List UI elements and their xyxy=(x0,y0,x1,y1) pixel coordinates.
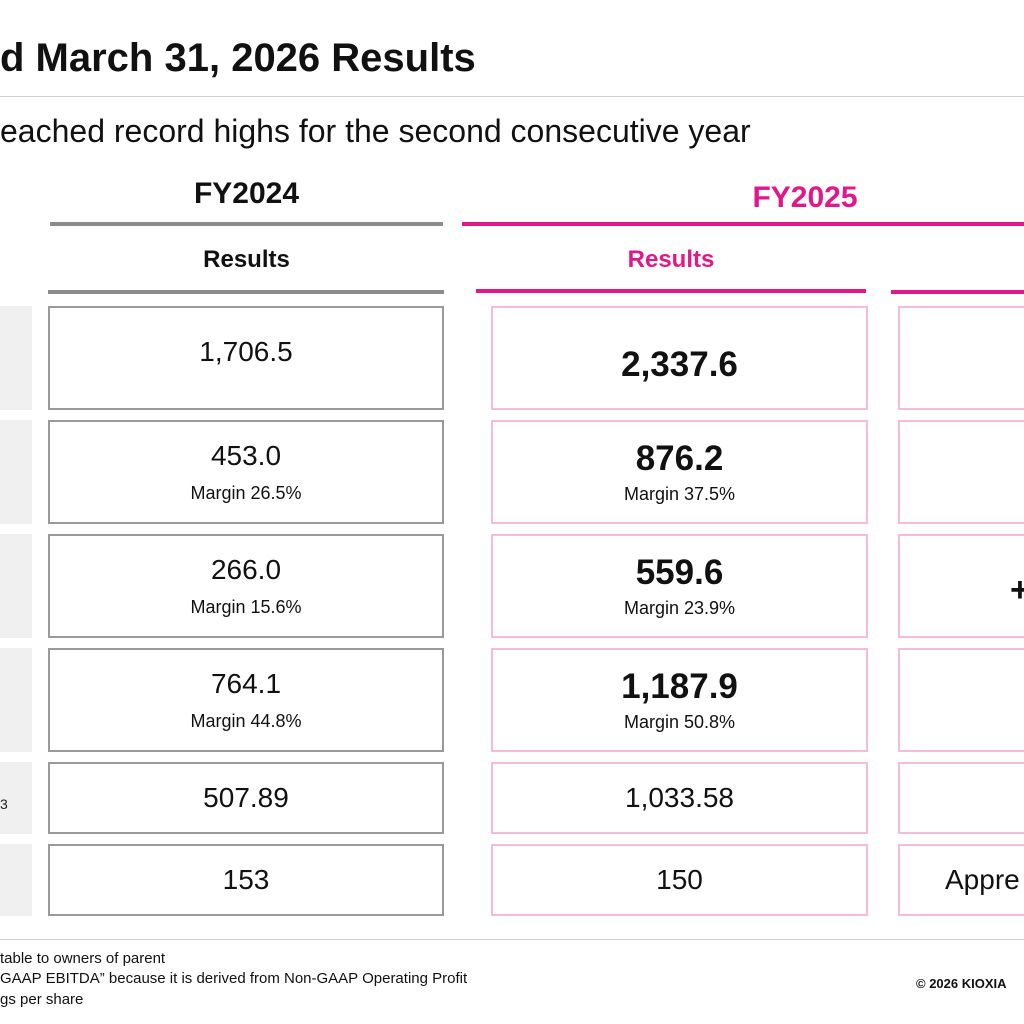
footnote-2: GAAP EBITDA” because it is derived from … xyxy=(0,970,468,987)
fy2024-cell: 153 xyxy=(48,844,444,916)
fy2025-cell: 559.6 Margin 23.9% xyxy=(491,534,868,638)
fy2024-value: 507.89 xyxy=(203,782,289,813)
third-column-cell xyxy=(898,762,1024,834)
fy2024-results-rule xyxy=(48,290,444,294)
third-column-cell: Appre xyxy=(898,844,1024,916)
third-column-cell xyxy=(898,648,1024,752)
fy2024-header: FY2024 xyxy=(193,177,300,210)
row-label-cell xyxy=(0,648,32,752)
row-label-cell xyxy=(0,762,32,834)
fy2025-value: 150 xyxy=(656,864,703,895)
fy2025-margin: Margin 23.9% xyxy=(623,598,736,618)
fy2024-cell: 453.0 Margin 26.5% xyxy=(48,420,444,524)
fy2024-value: 764.1 xyxy=(210,668,282,699)
fy2025-margin: Margin 37.5% xyxy=(623,484,736,504)
fy2024-value: 153 xyxy=(222,864,270,895)
fy2025-value: 2,337.6 xyxy=(621,345,738,384)
footnote-marker: 3 xyxy=(0,796,8,812)
fy2025-cell: 876.2 Margin 37.5% xyxy=(491,420,868,524)
fy2025-cell: 2,337.6 xyxy=(491,306,868,410)
row-label-cell xyxy=(0,534,32,638)
fy2025-results-rule xyxy=(476,289,866,293)
third-column-rule xyxy=(891,290,1024,294)
fy2024-margin: Margin 44.8% xyxy=(190,711,302,731)
third-column-cell xyxy=(898,306,1024,410)
fy2024-value: 1,706.5 xyxy=(199,336,293,367)
fy2024-margin: Margin 15.6% xyxy=(190,597,302,617)
fy2025-value: 559.6 xyxy=(635,553,724,592)
fy2025-results-header: Results xyxy=(627,246,715,273)
fy2024-cell: 266.0 Margin 15.6% xyxy=(48,534,444,638)
row-label-cell xyxy=(0,306,32,410)
fy2024-header-rule xyxy=(50,222,443,226)
row-label-cell xyxy=(0,420,32,524)
page-title: d March 31, 2026 Results xyxy=(0,36,476,80)
third-column-cell: + xyxy=(898,534,1024,638)
fy2024-value: 266.0 xyxy=(210,554,282,585)
fy2025-header-rule xyxy=(462,222,1024,226)
page-subtitle: eached record highs for the second conse… xyxy=(0,113,751,149)
fy2024-cell: 764.1 Margin 44.8% xyxy=(48,648,444,752)
fy2024-value: 453.0 xyxy=(210,440,282,471)
fy2024-margin: Margin 26.5% xyxy=(190,483,302,503)
title-divider xyxy=(0,96,1024,97)
fy2025-header: FY2025 xyxy=(752,181,858,214)
fy2025-value: 1,187.9 xyxy=(621,667,738,706)
footnote-1: table to owners of parent xyxy=(0,950,166,967)
fy2025-cell: 1,033.58 xyxy=(491,762,868,834)
fy2025-cell: 150 xyxy=(491,844,868,916)
row-label-cell xyxy=(0,844,32,916)
fy2025-value: 1,033.58 xyxy=(625,782,734,813)
fy2024-cell: 507.89 xyxy=(48,762,444,834)
fy2025-cell: 1,187.9 Margin 50.8% xyxy=(491,648,868,752)
footer-divider xyxy=(0,939,1024,940)
fy2025-margin: Margin 50.8% xyxy=(623,712,736,732)
fy2024-results-header: Results xyxy=(203,246,290,273)
third-column-partial-text: + xyxy=(1010,573,1024,607)
third-column-partial-text: Appre xyxy=(945,864,1020,895)
fy2024-cell: 1,706.5 xyxy=(48,306,444,410)
third-column-cell xyxy=(898,420,1024,524)
fy2025-value: 876.2 xyxy=(635,439,724,478)
footnote-3: gs per share xyxy=(0,991,84,1008)
copyright: © 2026 KIOXIA xyxy=(916,976,1007,991)
